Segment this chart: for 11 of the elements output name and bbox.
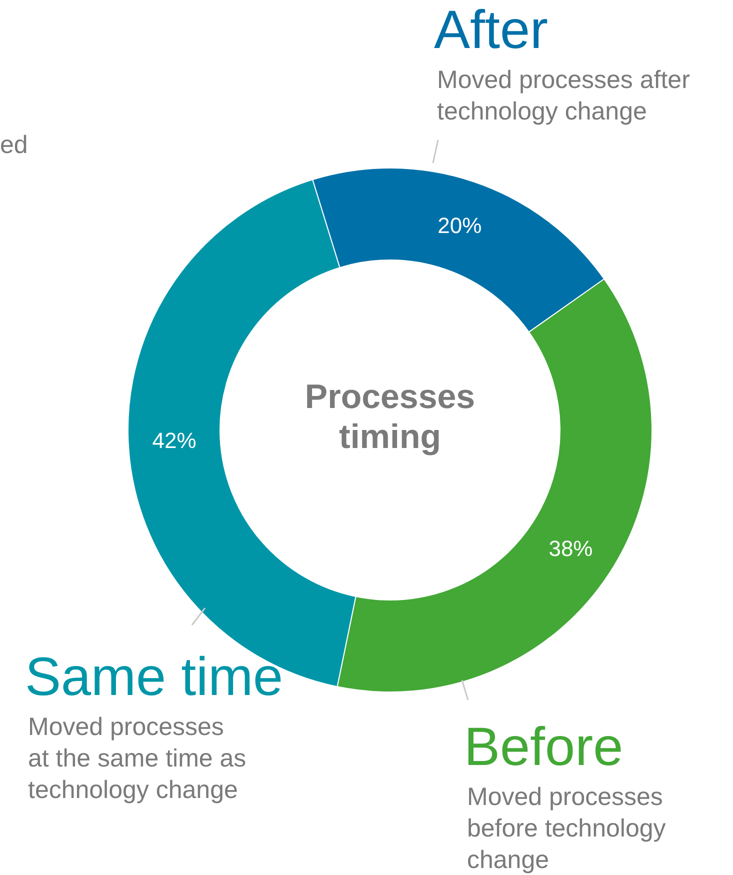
data-label: 38%	[548, 536, 593, 562]
data-label: 42%	[152, 428, 196, 454]
slice-label: Same time	[25, 647, 284, 707]
data-label: 20%	[438, 213, 482, 238]
slice-label: After	[434, 0, 548, 60]
text: Processes timing	[304, 378, 476, 456]
text: Moved processes before technology change	[467, 783, 666, 874]
text: ed	[0, 131, 28, 159]
slice-label: Before	[464, 717, 624, 777]
text: Moved processes at the same time as technology change	[28, 713, 246, 804]
text: Moved processes after technology change	[437, 66, 690, 126]
